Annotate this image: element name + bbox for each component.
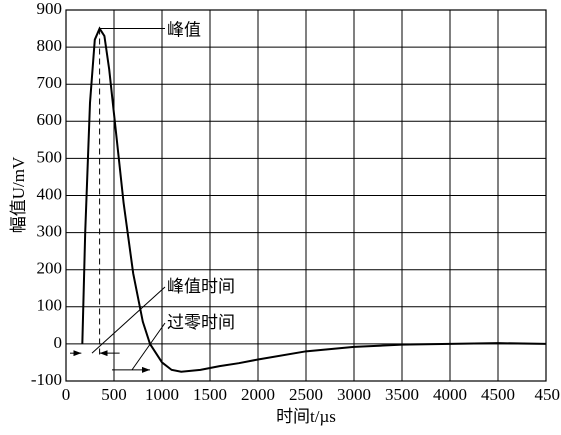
- y-tick-label: 0: [54, 333, 63, 352]
- plot-frame: [65, 9, 547, 382]
- x-tick-label: 4000: [433, 385, 467, 404]
- annotation: 峰值时间: [167, 277, 235, 297]
- y-tick-label: 600: [37, 110, 63, 129]
- x-axis-label: 时间t/µs: [276, 407, 336, 426]
- x-tick-label: 1000: [145, 385, 179, 404]
- y-tick-label: 700: [37, 73, 63, 92]
- annotation: 过零时间: [167, 313, 235, 333]
- annotation: 峰值: [167, 21, 201, 41]
- x-tick-label: 2000: [241, 385, 275, 404]
- x-tick-label: 450: [535, 385, 561, 404]
- x-tick-label: 2500: [289, 385, 323, 404]
- leader: [91, 286, 166, 354]
- y-tick-label: 100: [37, 296, 63, 315]
- x-tick-label: 0: [62, 385, 71, 404]
- x-tick-label: 1500: [193, 385, 227, 404]
- x-tick-label: 3500: [385, 385, 419, 404]
- y-tick-label: 900: [37, 0, 63, 18]
- y-tick-label: 800: [37, 36, 63, 55]
- y-tick-label: 200: [37, 259, 63, 278]
- x-tick-label: 500: [101, 385, 127, 404]
- line-series: [81, 26, 547, 373]
- y-tick-label: 500: [37, 147, 63, 166]
- x-tick-label: 4500: [481, 385, 515, 404]
- y-tick-label: -100: [31, 370, 62, 389]
- y-tick-label: 300: [37, 222, 63, 241]
- x-tick-label: 3000: [337, 385, 371, 404]
- y-tick-label: 400: [37, 184, 63, 203]
- y-axis-label: 幅值U/mV: [9, 156, 28, 233]
- leader: [131, 322, 166, 371]
